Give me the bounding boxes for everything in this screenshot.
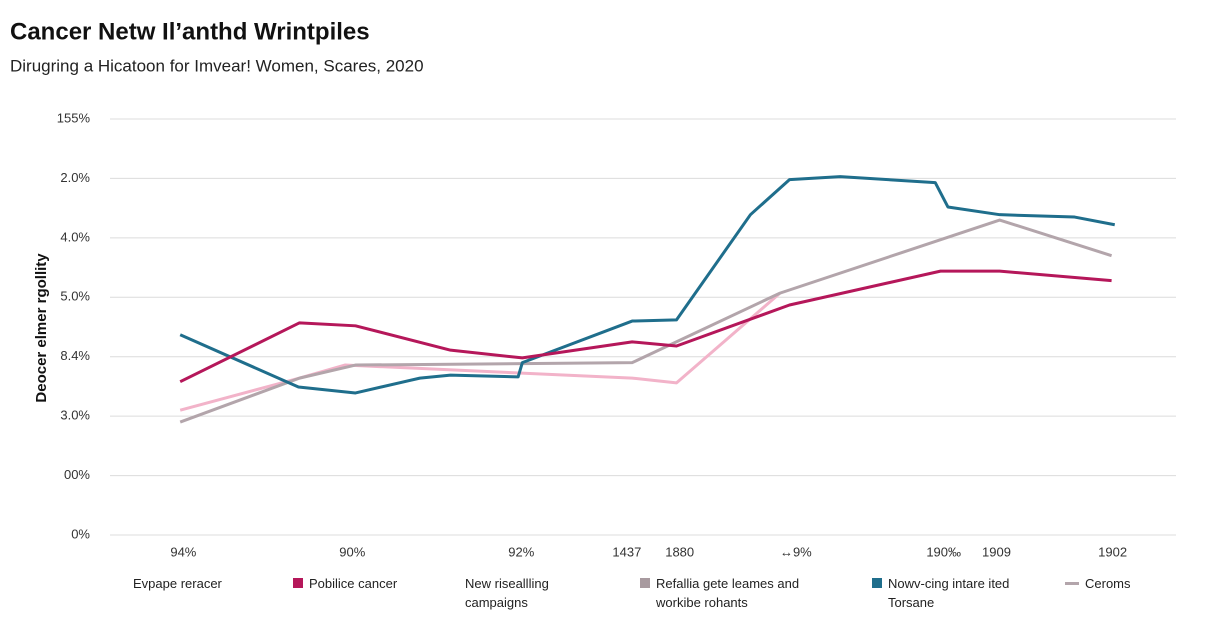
x-tick-label: 190‰ — [926, 544, 961, 559]
chart-title: Cancer Netw Il’anthd Wrintpiles — [10, 18, 370, 45]
legend-swatch — [872, 578, 882, 588]
legend-label: New riseallling campaigns — [465, 576, 549, 610]
legend-label: Pobilice cancer — [309, 576, 398, 591]
legend-item: Pobilice cancer — [293, 574, 443, 593]
legend-label: Nowv-cing intare ited Torsane — [888, 576, 1010, 610]
y-tick-label: 155% — [57, 110, 91, 125]
y-tick-label: 4.0% — [60, 229, 90, 244]
legend-item: Ceroms — [1065, 574, 1165, 593]
y-tick-label: 0% — [71, 526, 90, 541]
legend-swatch — [293, 578, 303, 588]
y-tick-label: 00% — [64, 467, 90, 482]
x-tick-label: 1909 — [982, 544, 1011, 559]
x-tick-label: 90% — [339, 544, 365, 559]
legend-item: Refallia gete leames and workibe rohants — [640, 574, 840, 612]
y-tick-label: 2.0% — [60, 170, 90, 185]
legend-label: Ceroms — [1085, 576, 1131, 591]
legend-item: Nowv-cing intare ited Torsane — [872, 574, 1042, 612]
line-series — [179, 291, 781, 412]
x-tick-label: 1902 — [1098, 544, 1127, 559]
legend-item: Evpape reracer — [133, 574, 283, 593]
legend-swatch — [1065, 582, 1079, 585]
chart-subtitle: Dirugring a Hicatoon for Imvear! Women, … — [10, 56, 424, 75]
y-tick-label: 5.0% — [60, 289, 90, 304]
line-series — [179, 218, 1113, 424]
legend-label: Evpape reracer — [133, 576, 222, 591]
line-series — [179, 175, 1116, 395]
y-tick-label: 8.4% — [60, 348, 90, 363]
legend-swatch — [640, 578, 650, 588]
x-tick-label: 92% — [508, 544, 534, 559]
line-series — [179, 269, 1112, 384]
y-axis-label: Deocer elmer rgollity — [33, 253, 50, 403]
legend-item: New riseallling campaigns — [465, 574, 615, 612]
x-tick-label: ↔9% — [780, 544, 812, 559]
y-tick-label: 3.0% — [60, 408, 90, 423]
x-tick-label: 1437 — [612, 544, 641, 559]
x-tick-label: 1880 — [665, 544, 694, 559]
legend-label: Refallia gete leames and workibe rohants — [656, 576, 800, 610]
x-tick-label: 94% — [170, 544, 196, 559]
